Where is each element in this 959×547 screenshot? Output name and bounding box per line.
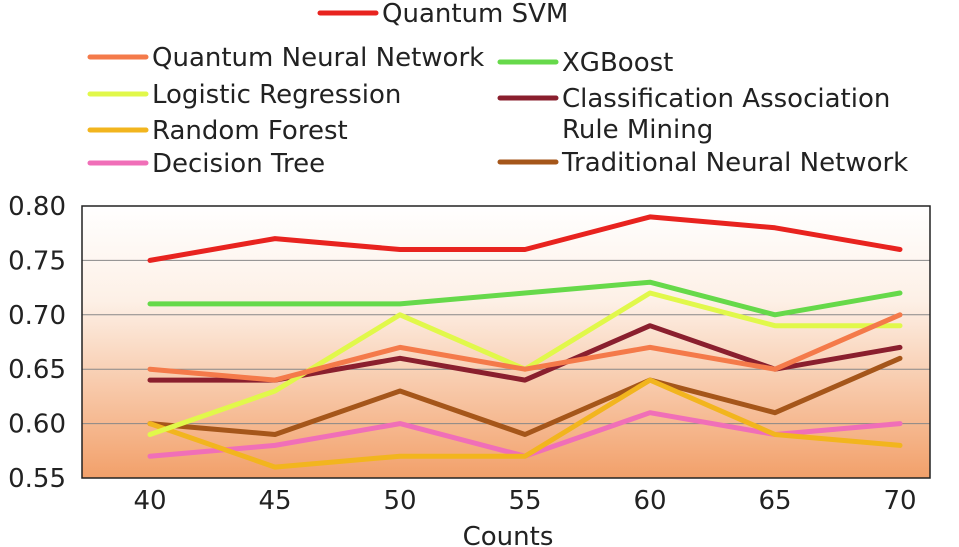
legend-label: Random Forest: [152, 116, 348, 146]
series-line-quantum-svm: [147, 214, 903, 263]
legend: Quantum SVM Quantum Neural Network XGBoost…: [87, 0, 908, 179]
legend-label: Classification Association Rule Mining: [562, 84, 890, 145]
legend-item-xgboost: XGBoost: [497, 48, 673, 78]
y-tick-label: 0.65: [8, 355, 66, 385]
series-line-xgboost: [147, 279, 903, 318]
legend-label: Quantum Neural Network: [152, 43, 484, 73]
legend-item-logistic-regression: Logistic Regression: [87, 80, 401, 110]
y-axis: 0.55 0.60 0.65 0.70 0.75 0.80: [8, 192, 66, 494]
x-tick-label: 45: [258, 486, 291, 516]
legend-label: Traditional Neural Network: [561, 148, 908, 178]
legend-label: XGBoost: [562, 48, 673, 78]
x-tick-label: 60: [633, 486, 666, 516]
y-tick-label: 0.75: [8, 246, 66, 276]
legend-item-random-forest: Random Forest: [87, 116, 348, 146]
legend-item-decision-tree: Decision Tree: [87, 149, 325, 179]
x-axis: 40 45 50 55 60 65 70: [133, 486, 916, 516]
x-tick-label: 50: [383, 486, 416, 516]
legend-label: Decision Tree: [152, 149, 325, 179]
x-tick-label: 65: [758, 486, 791, 516]
legend-item-classification-association-rule-mining: Classification Association Rule Mining: [497, 84, 890, 145]
legend-label: Quantum SVM: [382, 0, 568, 29]
legend-item-traditional-neural-network: Traditional Neural Network: [497, 148, 908, 178]
legend-label: Logistic Regression: [152, 80, 401, 110]
y-tick-label: 0.80: [8, 192, 66, 222]
y-tick-label: 0.55: [8, 464, 66, 494]
legend-item-quantum-neural-network: Quantum Neural Network: [87, 43, 484, 73]
x-tick-label: 70: [883, 486, 916, 516]
series-lines: [147, 214, 903, 470]
series-line-random-forest: [147, 377, 903, 470]
x-tick-label: 40: [133, 486, 166, 516]
series-line-traditional-neural-network: [147, 355, 903, 437]
x-axis-title: Counts: [463, 522, 554, 547]
x-tick-label: 55: [508, 486, 541, 516]
y-tick-label: 0.70: [8, 301, 66, 331]
series-line-quantum-neural-network: [147, 312, 903, 383]
plot-frame: [81, 205, 931, 479]
y-tick-label: 0.60: [8, 410, 66, 440]
legend-item-quantum-svm: Quantum SVM: [317, 0, 568, 29]
